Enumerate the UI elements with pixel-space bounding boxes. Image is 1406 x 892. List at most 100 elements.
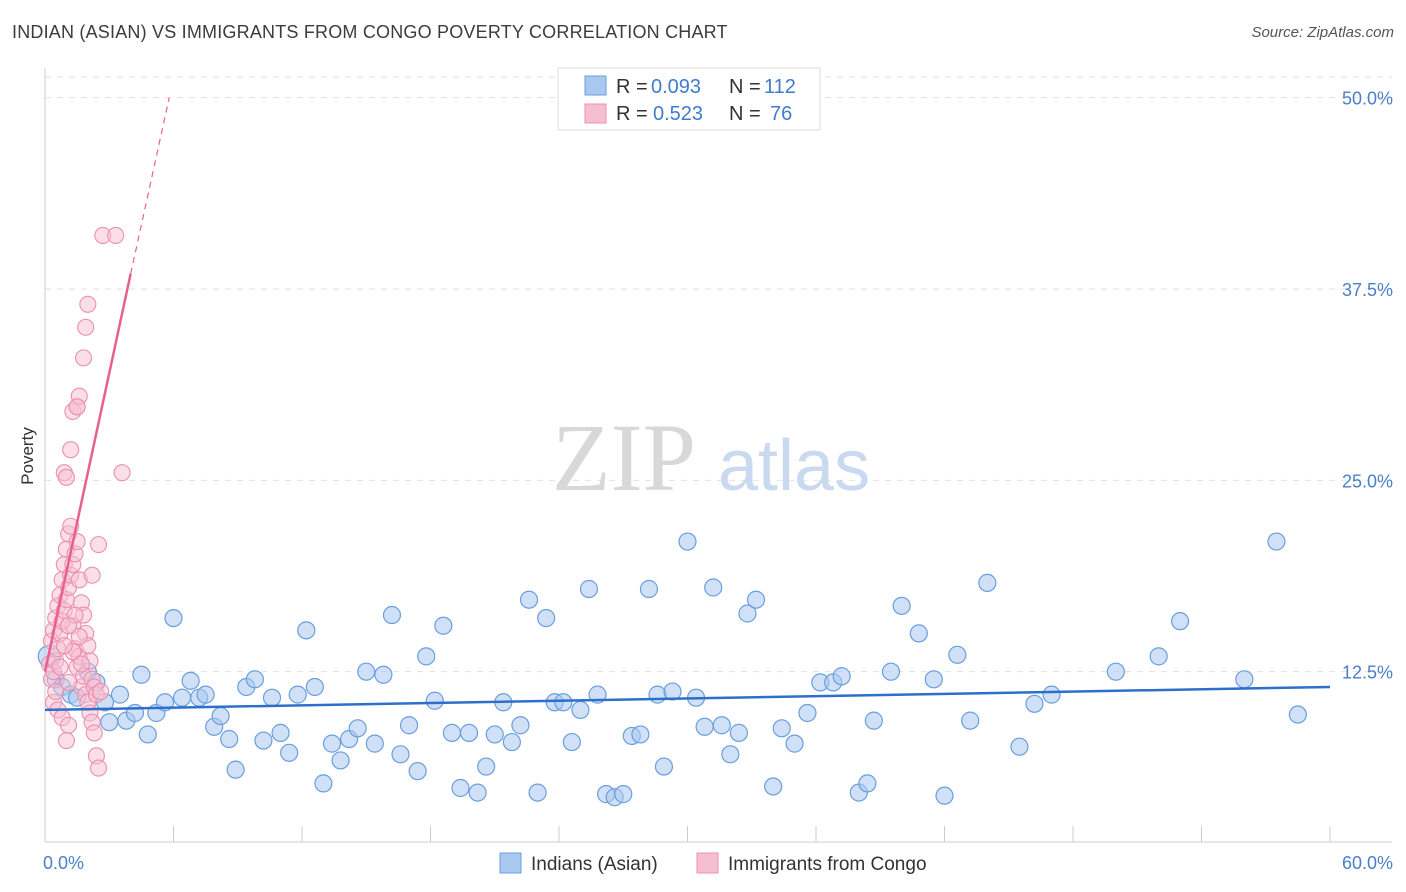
data-point-immigrants-congo [60, 673, 78, 691]
data-point-indians-asian [357, 662, 376, 681]
data-point-indians-asian [614, 785, 633, 804]
watermark-atlas: atlas [718, 426, 870, 506]
x-tick-label: 0.0% [43, 853, 84, 873]
data-point-immigrants-congo [107, 226, 125, 244]
data-point-indians-asian [571, 700, 590, 720]
axes [44, 68, 1392, 843]
trend-line-extension-congo [130, 97, 170, 274]
data-point-indians-asian [1267, 532, 1286, 551]
data-point-indians-asian [961, 711, 980, 730]
data-point-indians-asian [746, 590, 766, 609]
data-point-indians-asian [729, 723, 749, 742]
data-point-indians-asian [721, 745, 740, 764]
data-point-indians-asian [858, 774, 877, 793]
data-point-indians-asian [181, 671, 200, 690]
data-point-immigrants-congo [51, 658, 69, 676]
data-point-indians-asian [288, 685, 307, 704]
data-point-indians-asian [271, 723, 290, 742]
data-point-indians-asian [1235, 670, 1254, 689]
data-point-indians-asian [528, 783, 547, 802]
data-point-immigrants-congo [85, 724, 103, 742]
data-point-indians-asian [100, 713, 119, 732]
bottom-legend-label-2: Immigrants from Congo [728, 854, 927, 875]
data-point-indians-asian [297, 621, 316, 640]
data-point-indians-asian [391, 745, 410, 764]
data-point-indians-asian [511, 716, 530, 735]
x-tick-label: 60.0% [1342, 853, 1393, 873]
bottom-legend-swatch-blue [499, 852, 522, 874]
y-tick-label: 25.0% [1342, 471, 1393, 491]
data-point-immigrants-congo [55, 637, 73, 655]
data-point-indians-asian [262, 688, 282, 707]
data-point-indians-asian [648, 685, 667, 704]
legend-r-value-2: 0.523 [653, 103, 703, 125]
data-point-indians-asian [654, 757, 674, 776]
data-point-indians-asian [663, 682, 682, 701]
data-point-indians-asian [196, 685, 215, 704]
data-point-indians-asian [678, 532, 697, 551]
data-point-immigrants-congo [60, 617, 78, 635]
data-point-indians-asian [164, 608, 183, 628]
data-point-indians-asian [459, 723, 479, 742]
data-point-immigrants-congo [92, 683, 110, 701]
data-point-indians-asian [562, 732, 581, 752]
data-point-indians-asian [348, 719, 367, 738]
data-point-indians-asian [554, 693, 573, 712]
data-point-indians-asian [477, 757, 496, 776]
data-point-indians-asian [537, 608, 556, 628]
data-point-indians-asian [948, 645, 967, 664]
data-point-indians-asian [772, 719, 791, 738]
data-point-indians-asian [909, 624, 928, 643]
data-point-indians-asian [978, 573, 997, 592]
correlation-legend: R = 0.093 N = 112 R = 0.523 N = 76 [557, 67, 821, 131]
legend-r-value-1: 0.093 [651, 76, 701, 98]
data-point-indians-asian [305, 677, 324, 697]
data-point-indians-asian [220, 729, 239, 749]
source-label: Source: ZipAtlas.com [1251, 24, 1394, 41]
series-immigrants-congo [40, 226, 131, 777]
data-point-indians-asian [935, 786, 954, 805]
data-point-indians-asian [254, 731, 273, 750]
data-point-indians-asian [785, 734, 804, 753]
data-point-immigrants-congo [75, 349, 93, 367]
data-point-indians-asian [832, 667, 851, 686]
data-point-indians-asian [417, 647, 436, 666]
data-point-indians-asian [226, 760, 245, 779]
data-point-indians-asian [798, 703, 817, 723]
bottom-legend-label-1: Indians (Asian) [531, 854, 658, 875]
data-point-indians-asian [485, 725, 504, 744]
data-point-indians-asian [1149, 647, 1168, 666]
data-point-immigrants-congo [89, 759, 108, 777]
y-axis-title: Poverty [18, 427, 37, 485]
data-point-indians-asian [172, 688, 192, 707]
x-tick-labels: 0.0% 60.0% [43, 853, 1393, 873]
data-point-indians-asian [1010, 737, 1029, 756]
data-point-indians-asian [1106, 662, 1125, 681]
data-point-indians-asian [704, 578, 723, 597]
series-indians-asian [37, 532, 1307, 807]
data-point-immigrants-congo [60, 716, 78, 734]
watermark-zip: ZIP [552, 404, 696, 511]
data-point-indians-asian [138, 725, 157, 744]
legend-r-label-2: R = [616, 103, 648, 125]
data-point-immigrants-congo [70, 627, 88, 646]
data-point-indians-asian [408, 762, 427, 781]
data-point-indians-asian [374, 665, 393, 684]
data-point-indians-asian [639, 579, 659, 599]
data-point-indians-asian [631, 725, 650, 744]
trend-line-immigrants-congo [43, 273, 132, 672]
y-tick-labels: 12.5% 25.0% 37.5% 50.0% [1342, 89, 1393, 683]
data-point-indians-asian [280, 743, 299, 762]
data-point-indians-asian [322, 734, 342, 753]
trend-lines [43, 97, 1331, 712]
data-point-indians-asian [451, 778, 470, 798]
data-point-indians-asian [331, 751, 350, 770]
data-point-indians-asian [519, 590, 539, 609]
legend-r-label-1: R = [616, 76, 648, 98]
data-point-indians-asian [502, 732, 521, 752]
legend-swatch-pink [584, 103, 607, 124]
legend-n-value-2: 76 [770, 103, 792, 125]
data-point-indians-asian [434, 616, 453, 635]
data-point-indians-asian [712, 716, 731, 735]
watermark: ZIP atlas [552, 404, 870, 511]
